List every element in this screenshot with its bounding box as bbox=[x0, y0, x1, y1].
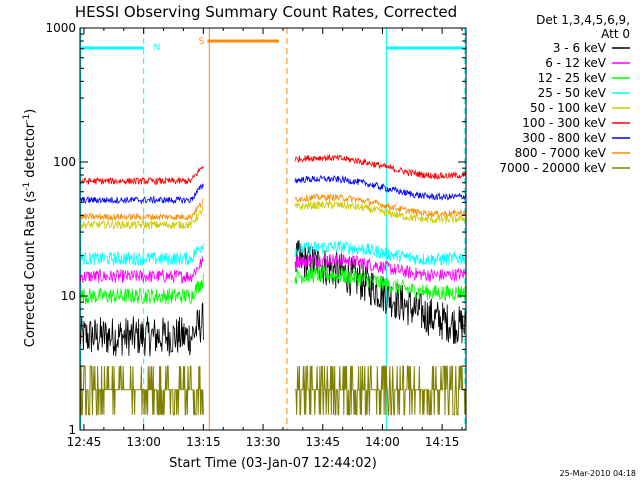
x-tick-label-1: 13:00 bbox=[126, 435, 161, 449]
legend-header-2: Att 0 bbox=[601, 27, 630, 41]
footer-date: 25-Mar-2010 04:18 bbox=[560, 469, 637, 478]
series-line-2-before bbox=[79, 273, 204, 305]
series-line-1-before bbox=[79, 256, 204, 284]
axis-layer: 12:45 13:00 13:15 13:30 13:45 14:00 14:15 1 10 10… bbox=[45, 21, 466, 449]
y-tick-label-3: 1000 bbox=[45, 21, 76, 35]
series-line-6-before bbox=[79, 183, 204, 205]
legend-label-6: 300 - 800 keV bbox=[522, 131, 606, 145]
series-line-8-before bbox=[80, 365, 204, 416]
x-tick-label-2: 13:15 bbox=[186, 435, 221, 449]
legend-label-5: 100 - 300 keV bbox=[522, 116, 606, 130]
series-line-7-before bbox=[79, 198, 204, 221]
series-line-2-after bbox=[294, 266, 467, 301]
series-line-8-after bbox=[294, 365, 467, 416]
legend-header-1: Det 1,3,4,5,6,9, bbox=[536, 13, 630, 27]
chart-title: HESSI Observing Summary Count Rates, Cor… bbox=[75, 3, 457, 21]
series-line-6-after bbox=[294, 175, 467, 201]
y-tick-label-1: 10 bbox=[61, 289, 76, 303]
legend-label-8: 7000 - 20000 keV bbox=[499, 161, 606, 175]
y-axis-label-end: ) bbox=[23, 109, 38, 114]
series-line-3-after bbox=[294, 240, 467, 266]
series-line-1-after bbox=[294, 253, 467, 282]
series-line-4-before bbox=[79, 205, 204, 230]
series-line-0-before bbox=[79, 302, 204, 357]
legend-label-7: 800 - 7000 keV bbox=[515, 146, 607, 160]
series-line-3-before bbox=[79, 243, 204, 266]
series-line-4-after bbox=[294, 200, 467, 224]
legend-label-1: 6 - 12 keV bbox=[545, 56, 607, 70]
x-tick-label-4: 13:45 bbox=[305, 435, 340, 449]
saa-label: S bbox=[199, 37, 205, 47]
series-line-0-after bbox=[294, 239, 467, 344]
x-tick-label-5: 14:00 bbox=[365, 435, 400, 449]
x-tick-label-3: 13:30 bbox=[246, 435, 281, 449]
x-tick-label-0: 12:45 bbox=[67, 435, 102, 449]
y-axis-label-sup1: -1 bbox=[22, 182, 32, 191]
plot-frame bbox=[79, 27, 467, 431]
series-line-5-after bbox=[294, 153, 467, 180]
y-axis-label-main: Corrected Count Rate (s bbox=[23, 191, 38, 348]
y-axis-label: Corrected Count Rate (s-1 detector-1) bbox=[22, 109, 38, 347]
y-tick-label-2: 100 bbox=[53, 155, 76, 169]
series-line-7-after bbox=[294, 193, 467, 218]
legend-label-4: 50 - 100 keV bbox=[530, 101, 607, 115]
y-axis-label-mid: detector bbox=[23, 122, 38, 182]
legend-label-3: 25 - 50 keV bbox=[538, 86, 607, 100]
y-tick-label-0: 1 bbox=[68, 423, 76, 437]
plot-layer: NS bbox=[79, 28, 467, 430]
x-tick-label-6: 14:15 bbox=[425, 435, 460, 449]
legend-label-0: 3 - 6 keV bbox=[553, 41, 607, 55]
legend-label-2: 12 - 25 keV bbox=[538, 71, 607, 85]
x-axis-label: Start Time (03-Jan-07 12:44:02) bbox=[169, 456, 377, 471]
y-axis-label-sup2: -1 bbox=[22, 114, 32, 123]
series-line-5-before bbox=[79, 166, 204, 186]
night-label: N bbox=[154, 43, 161, 53]
